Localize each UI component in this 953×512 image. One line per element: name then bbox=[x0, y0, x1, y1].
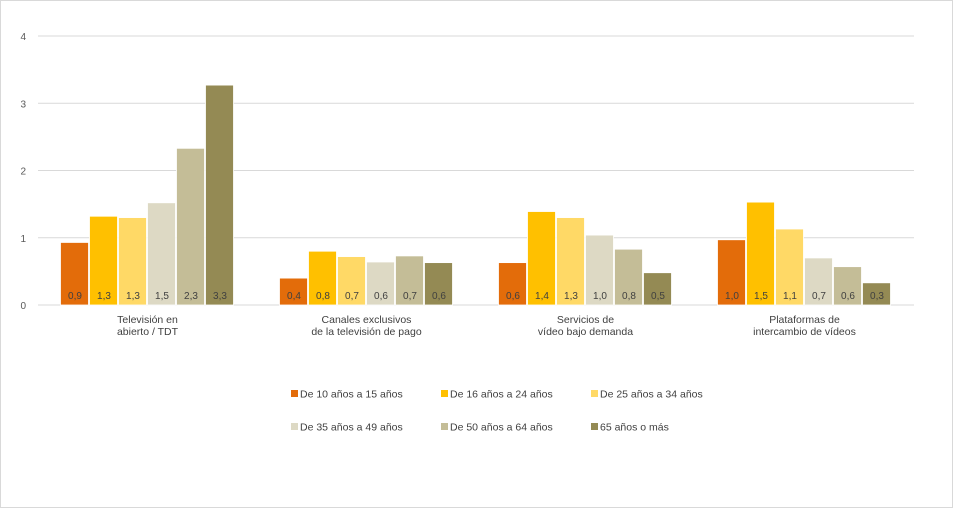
bar bbox=[804, 257, 833, 306]
legend-label: 65 años o más bbox=[600, 422, 669, 434]
x-category-label: Plataformas de bbox=[769, 314, 840, 326]
data-label: 0,6 bbox=[432, 291, 446, 302]
legend-swatch bbox=[591, 423, 598, 430]
bar bbox=[337, 256, 366, 306]
bar bbox=[60, 242, 89, 306]
legend-label: De 35 años a 49 años bbox=[300, 422, 403, 434]
x-category-label: intercambio de vídeos bbox=[753, 326, 856, 338]
legend-label: De 50 años a 64 años bbox=[450, 422, 553, 434]
bar bbox=[424, 262, 453, 306]
data-label: 0,9 bbox=[68, 291, 82, 302]
data-label: 1,3 bbox=[564, 291, 578, 302]
legend-swatch bbox=[291, 423, 298, 430]
legend-swatch bbox=[591, 390, 598, 397]
legend-label: De 16 años a 24 años bbox=[450, 389, 553, 401]
legend-swatch bbox=[441, 390, 448, 397]
data-label: 1,4 bbox=[535, 291, 549, 302]
x-category-label: vídeo bajo demanda bbox=[538, 326, 633, 338]
data-label: 2,3 bbox=[184, 291, 198, 302]
x-category-label: Televisión en bbox=[117, 314, 178, 326]
data-label: 0,4 bbox=[287, 291, 301, 302]
data-label: 3,3 bbox=[213, 291, 227, 302]
legend-swatch bbox=[441, 423, 448, 430]
data-label: 0,6 bbox=[841, 291, 855, 302]
legend-label: De 25 años a 34 años bbox=[600, 389, 703, 401]
data-label: 1,5 bbox=[754, 291, 768, 302]
x-category-label: abierto / TDT bbox=[117, 326, 179, 338]
data-label: 0,8 bbox=[316, 291, 330, 302]
data-label: 1,0 bbox=[593, 291, 607, 302]
y-tick-label: 2 bbox=[20, 167, 26, 178]
x-category-label: Servicios de bbox=[557, 314, 614, 326]
bar bbox=[833, 266, 862, 306]
bar bbox=[205, 84, 234, 306]
bar bbox=[89, 215, 118, 306]
legend-label: De 10 años a 15 años bbox=[300, 389, 403, 401]
data-label: 0,6 bbox=[506, 291, 520, 302]
bar bbox=[395, 255, 424, 306]
bar bbox=[556, 217, 585, 306]
data-label: 0,7 bbox=[812, 291, 826, 302]
bar bbox=[862, 282, 891, 306]
data-label: 0,7 bbox=[403, 291, 417, 302]
data-label: 0,8 bbox=[622, 291, 636, 302]
data-label: 1,3 bbox=[97, 291, 111, 302]
data-label: 0,5 bbox=[651, 291, 665, 302]
bar bbox=[527, 211, 556, 306]
x-category-label: de la televisión de pago bbox=[311, 326, 421, 338]
bar bbox=[118, 217, 147, 306]
legend-swatch bbox=[291, 390, 298, 397]
data-label: 1,5 bbox=[155, 291, 169, 302]
data-label: 1,3 bbox=[126, 291, 140, 302]
data-label: 1,1 bbox=[783, 291, 797, 302]
y-tick-label: 4 bbox=[20, 32, 26, 43]
bar bbox=[279, 277, 308, 306]
bar bbox=[176, 147, 205, 306]
y-tick-label: 3 bbox=[20, 99, 26, 110]
bar bbox=[308, 250, 337, 306]
data-label: 0,7 bbox=[345, 291, 359, 302]
bar bbox=[717, 239, 746, 306]
bar bbox=[614, 248, 643, 306]
bar bbox=[775, 228, 804, 306]
bar bbox=[366, 261, 395, 306]
bar bbox=[498, 262, 527, 306]
data-label: 0,3 bbox=[870, 291, 884, 302]
data-label: 0,6 bbox=[374, 291, 388, 302]
bar bbox=[746, 201, 775, 306]
data-label: 1,0 bbox=[725, 291, 739, 302]
y-tick-label: 0 bbox=[20, 301, 26, 312]
bar bbox=[585, 234, 614, 306]
bar bbox=[147, 202, 176, 306]
y-tick-label: 1 bbox=[20, 234, 26, 245]
x-category-label: Canales exclusivos bbox=[322, 314, 412, 326]
bar bbox=[643, 272, 672, 306]
